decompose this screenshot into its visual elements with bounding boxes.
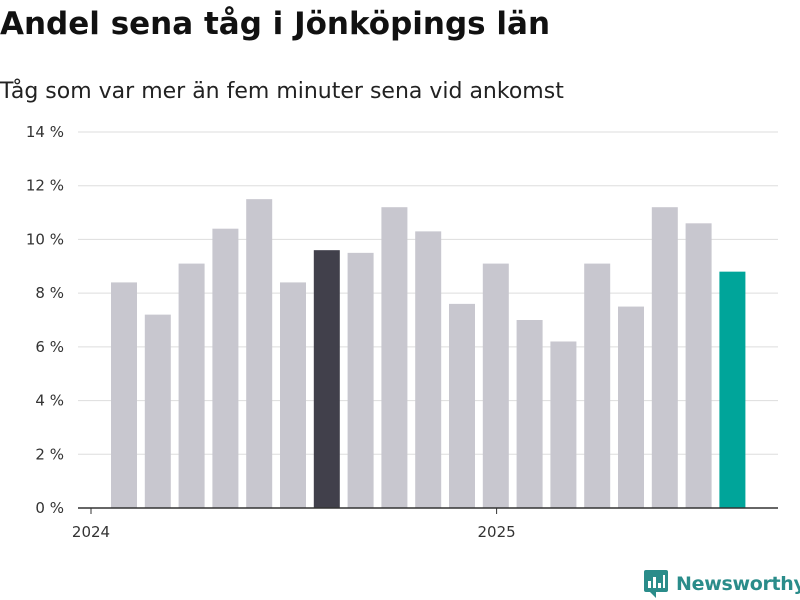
y-tick-label: 14 % <box>26 123 64 141</box>
bar <box>280 282 306 508</box>
bar <box>651 207 678 508</box>
bar <box>246 199 273 508</box>
y-tick-label: 0 % <box>35 499 64 517</box>
x-tick-label: 2025 <box>478 523 516 541</box>
bar <box>313 250 340 508</box>
bar <box>449 303 475 508</box>
newsworthy-logo-icon <box>644 570 668 598</box>
bar <box>415 231 442 508</box>
bar <box>111 282 137 508</box>
y-tick-label: 12 % <box>26 177 64 195</box>
bar <box>618 306 644 508</box>
bar <box>144 314 171 508</box>
bar <box>584 263 611 508</box>
bar <box>381 207 408 508</box>
y-tick-label: 10 % <box>26 230 64 248</box>
bar <box>685 223 712 509</box>
x-tick-label: 2024 <box>72 523 110 541</box>
bar-chart: 0 % 2 % 4 % 6 % 8 % 10 % 12 % 14 % 2024 2025 <box>26 123 778 541</box>
newsworthy-logo: Newsworthy <box>644 570 800 598</box>
bar <box>719 271 746 508</box>
bar <box>347 252 374 508</box>
y-tick-label: 4 % <box>35 392 64 410</box>
bar <box>212 228 239 508</box>
chart-subtitle: Tåg som var mer än fem minuter sena vid … <box>0 79 564 104</box>
newsworthy-logo-text: Newsworthy <box>676 573 800 595</box>
y-tick-label: 6 % <box>35 338 64 356</box>
chart-title: Andel sena tåg i Jönköpings län <box>0 6 551 42</box>
bar <box>482 263 509 508</box>
bar <box>516 320 543 508</box>
bar <box>178 263 205 508</box>
y-tick-label: 8 % <box>35 284 64 302</box>
y-tick-label: 2 % <box>35 445 64 463</box>
bar <box>550 341 577 508</box>
